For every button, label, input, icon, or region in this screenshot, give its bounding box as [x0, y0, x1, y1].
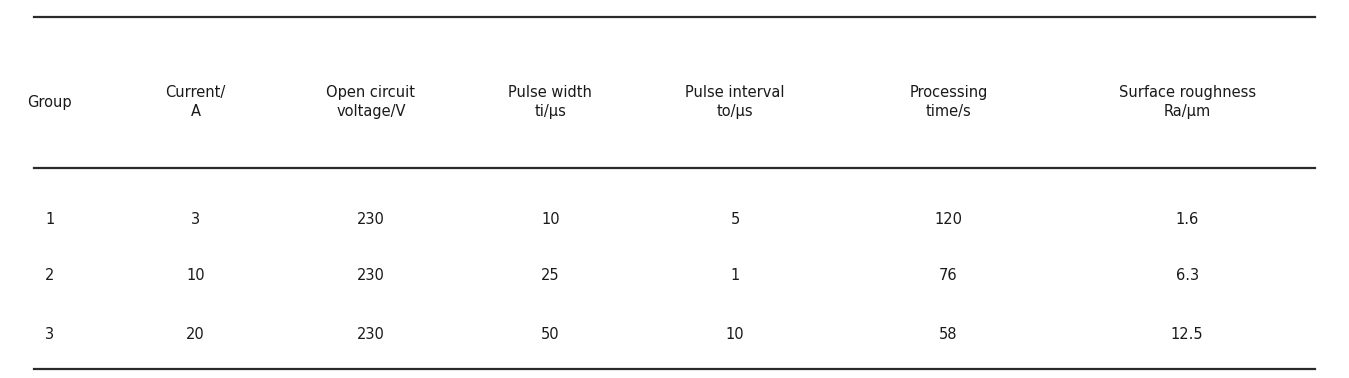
Text: 230: 230 — [357, 268, 384, 284]
Text: Surface roughness
Ra/μm: Surface roughness Ra/μm — [1118, 85, 1256, 119]
Text: 20: 20 — [186, 327, 205, 342]
Text: 25: 25 — [541, 268, 560, 284]
Text: 3: 3 — [192, 212, 200, 227]
Text: 2: 2 — [46, 268, 54, 284]
Text: 76: 76 — [939, 268, 958, 284]
Text: 12.5: 12.5 — [1171, 327, 1203, 342]
Text: 3: 3 — [46, 327, 54, 342]
Text: 58: 58 — [939, 327, 958, 342]
Text: Pulse width
ti/μs: Pulse width ti/μs — [509, 85, 592, 119]
Text: Processing
time/s: Processing time/s — [909, 85, 987, 119]
Text: 230: 230 — [357, 327, 384, 342]
Text: 10: 10 — [541, 212, 560, 227]
Text: 1: 1 — [46, 212, 54, 227]
Text: 230: 230 — [357, 212, 384, 227]
Text: Current/
A: Current/ A — [166, 85, 225, 119]
Text: 5: 5 — [731, 212, 739, 227]
Text: Pulse interval
to/μs: Pulse interval to/μs — [685, 85, 785, 119]
Text: 1: 1 — [731, 268, 739, 284]
Text: 10: 10 — [726, 327, 745, 342]
Text: 120: 120 — [935, 212, 962, 227]
Text: Group: Group — [27, 94, 73, 110]
Text: 1.6: 1.6 — [1175, 212, 1199, 227]
Text: 10: 10 — [186, 268, 205, 284]
Text: 50: 50 — [541, 327, 560, 342]
Text: 6.3: 6.3 — [1175, 268, 1199, 284]
Text: Open circuit
voltage/V: Open circuit voltage/V — [326, 85, 415, 119]
